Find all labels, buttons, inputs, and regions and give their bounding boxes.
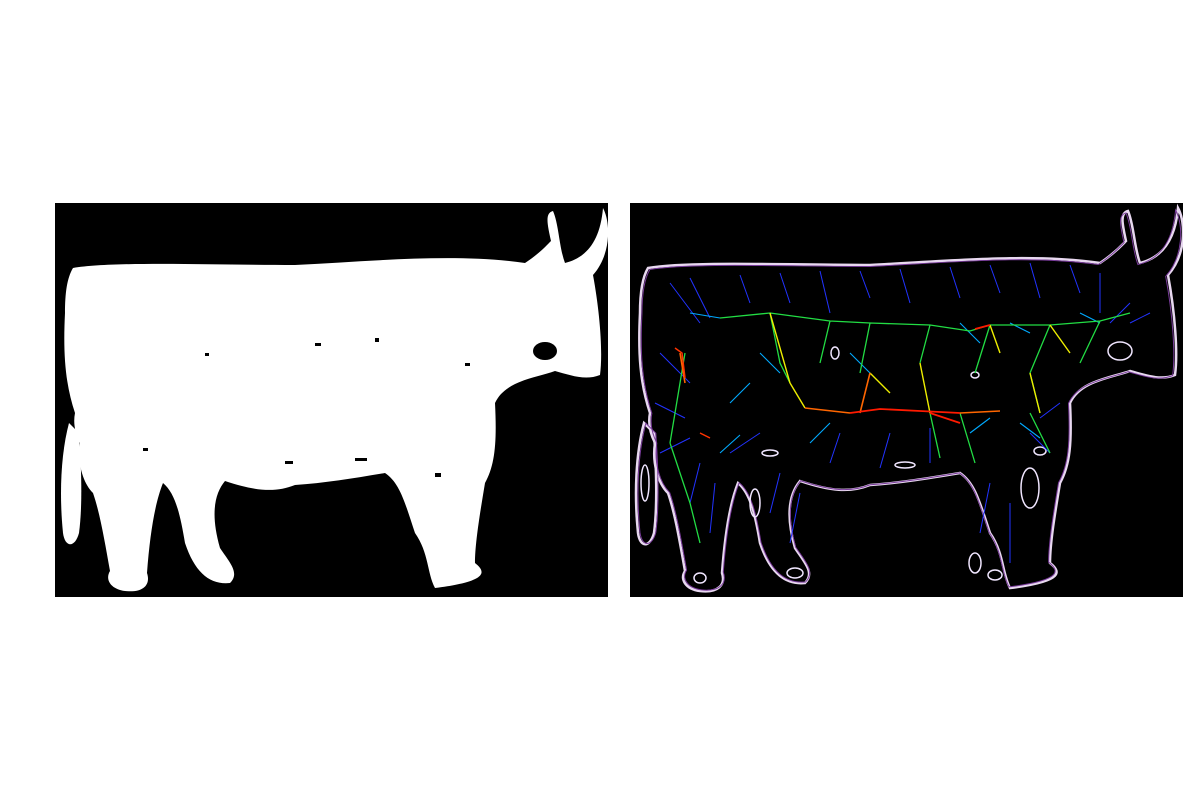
skeleton-core-left [674,347,711,439]
skeleton-core-red [849,324,991,424]
binary-mask-image [61,208,608,592]
skeleton-image [634,206,1183,593]
skeleton-branches-yellow [769,312,1071,414]
interior-blobs [640,341,1133,584]
cow-silhouette-icon [61,208,608,592]
cow-outline-inner [637,209,1182,591]
binary-mask-panel [55,203,608,597]
skeleton-panel [630,203,1183,597]
mask-holes [143,338,557,477]
skeleton-core-orange [679,352,1001,414]
skeleton-branches-green [669,312,1131,544]
skeleton-branches-blue [654,262,1151,563]
skeleton-branches-cyan [689,312,1101,454]
